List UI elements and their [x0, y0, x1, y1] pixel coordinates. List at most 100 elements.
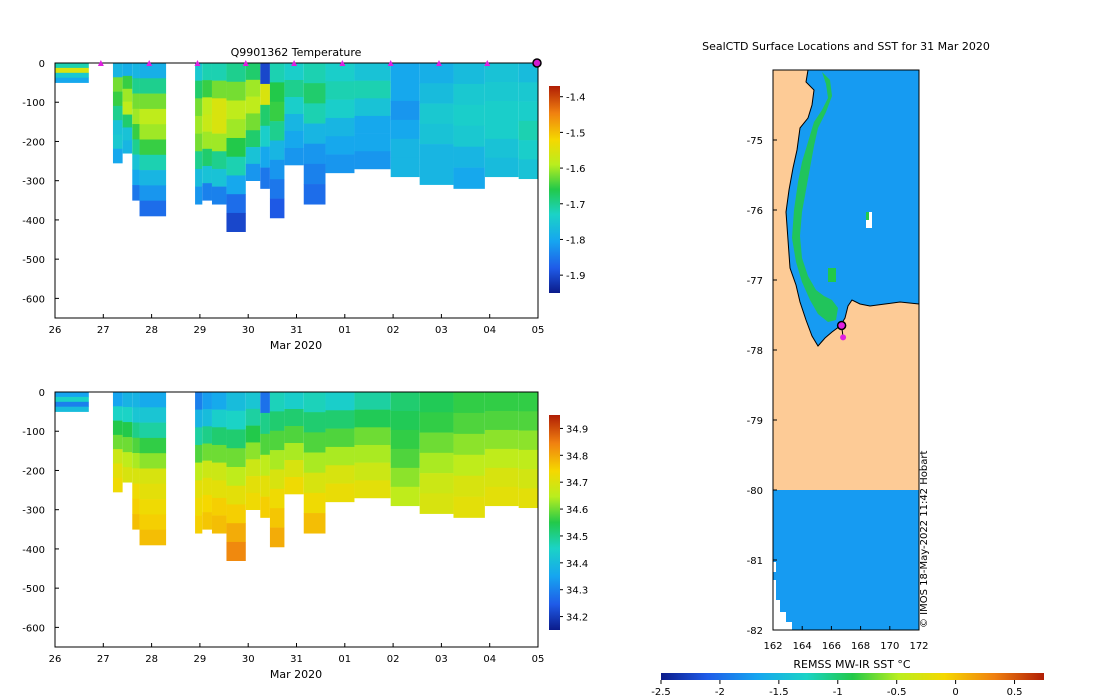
salinity-cell: [245, 392, 261, 410]
temperature-cell: [226, 156, 246, 176]
temperature-cell: [245, 96, 261, 114]
temperature-cell: [269, 121, 285, 141]
temperature-cell: [55, 63, 89, 69]
temperature-cell: [112, 77, 123, 92]
salinity-cell: [325, 446, 355, 466]
salinity-cell: [122, 452, 133, 468]
sst-colorbar-tick-label: -2.5: [651, 687, 671, 698]
temperature-cell: [354, 63, 391, 81]
sst-x-tick-label: 166: [822, 641, 841, 652]
salinity-cell: [226, 448, 246, 468]
salinity-cell: [419, 493, 454, 514]
salinity-cell: [284, 460, 304, 478]
salinity-cell: [132, 468, 140, 484]
salinity-cell: [269, 527, 285, 548]
temperature-cell: [195, 186, 203, 205]
sst-colorbar-tick-label: -1.5: [769, 687, 789, 698]
salinity-x-tick-label: 27: [97, 654, 110, 665]
salinity-cell: [211, 392, 227, 410]
temperature-cell: [112, 91, 123, 107]
temperature-cell: [453, 167, 485, 189]
salinity-y-tick-label: -400: [22, 545, 45, 556]
temperature-cell: [226, 175, 246, 195]
sst-y-tick-label: -77: [747, 276, 763, 287]
temperature-cell: [195, 98, 203, 117]
temperature-cell: [484, 100, 519, 121]
temperature-cell: [245, 63, 261, 81]
temperature-cell: [139, 108, 167, 125]
temperature-panel: Q9901362 Temperature 26 27 28 29 30 31 01 02 03 0…: [22, 46, 585, 352]
salinity-cell: [260, 475, 270, 497]
salinity-cell: [202, 460, 212, 479]
salinity-cell: [226, 410, 246, 430]
salinity-cell: [245, 459, 261, 477]
temperature-cell: [226, 100, 246, 120]
temperature-cell: [226, 81, 246, 101]
temperature-cell: [112, 63, 123, 78]
temperature-y-tick-label: -400: [22, 216, 45, 227]
temperature-cell: [226, 194, 246, 214]
salinity-cell: [195, 462, 203, 481]
profile-marker: [435, 60, 442, 66]
salinity-y-ticks: 0 -100 -200 -300 -400 -500 -600: [22, 388, 59, 634]
salinity-cell: [195, 409, 203, 428]
temperature-cell: [139, 139, 167, 156]
salinity-cell: [325, 428, 355, 448]
temperature-cell: [132, 154, 140, 171]
temperature-cell: [211, 133, 227, 152]
salinity-colorbar-tick-label: 34.9: [566, 424, 588, 435]
salinity-cell: [211, 462, 227, 481]
salinity-colorbar-tick-label: 34.3: [566, 586, 588, 597]
temperature-cell: [195, 168, 203, 187]
temperature-cell: [132, 185, 140, 201]
temperature-cell: [55, 67, 89, 74]
salinity-cell: [303, 412, 326, 433]
temperature-cell: [202, 165, 212, 184]
temperature-y-tick-label: -500: [22, 255, 45, 266]
sst-ice-shelf: [773, 70, 919, 490]
salinity-cell: [195, 427, 203, 446]
temperature-x-tick-label: 30: [242, 325, 255, 336]
temperature-cell: [132, 139, 140, 155]
sst-x-tick-label: 164: [793, 641, 812, 652]
temperature-cell: [484, 63, 519, 83]
temperature-cell: [132, 63, 140, 79]
temperature-cell: [245, 163, 261, 181]
salinity-cell: [139, 392, 167, 408]
salinity-cell: [226, 523, 246, 543]
salinity-cell: [211, 515, 227, 534]
temperature-cell: [195, 151, 203, 170]
temperature-cell: [260, 104, 270, 127]
temperature-cell: [390, 157, 420, 178]
temperature-cell: [260, 125, 270, 147]
salinity-x-tick-label: 31: [290, 654, 303, 665]
temperature-cell: [269, 101, 285, 122]
temperature-cell: [112, 134, 123, 150]
temperature-cell: [390, 81, 420, 102]
profile-marker: [387, 60, 394, 66]
temperature-cell: [269, 198, 285, 219]
salinity-colorbar-tick-label: 34.8: [566, 451, 588, 462]
temperature-cell: [484, 119, 519, 140]
salinity-cell: [245, 492, 261, 510]
sst-coast-south: [773, 580, 792, 630]
sst-map-panel: SealCTD Surface Locations and SST for 31…: [651, 40, 1044, 698]
temperature-cell: [139, 124, 167, 140]
temperature-cell: [139, 63, 167, 79]
salinity-cell: [354, 392, 391, 410]
temperature-cell: [202, 183, 212, 201]
salinity-cell: [419, 392, 454, 413]
temperature-cell: [518, 63, 538, 83]
sst-x-tick-label: 170: [880, 641, 899, 652]
salinity-cell: [484, 486, 519, 507]
salinity-cell: [139, 453, 167, 469]
sst-colorbar-tick-label: -0.5: [887, 687, 907, 698]
salinity-cell: [55, 392, 89, 398]
temperature-cell: [139, 200, 167, 217]
temperature-cell: [518, 82, 538, 102]
temperature-x-tick-label: 04: [483, 325, 496, 336]
temperature-cell: [245, 79, 261, 97]
temperature-colorbar-tick-label: -1.4: [566, 93, 586, 104]
sst-y-tick-label: -81: [747, 556, 763, 567]
temperature-cell: [202, 131, 212, 150]
